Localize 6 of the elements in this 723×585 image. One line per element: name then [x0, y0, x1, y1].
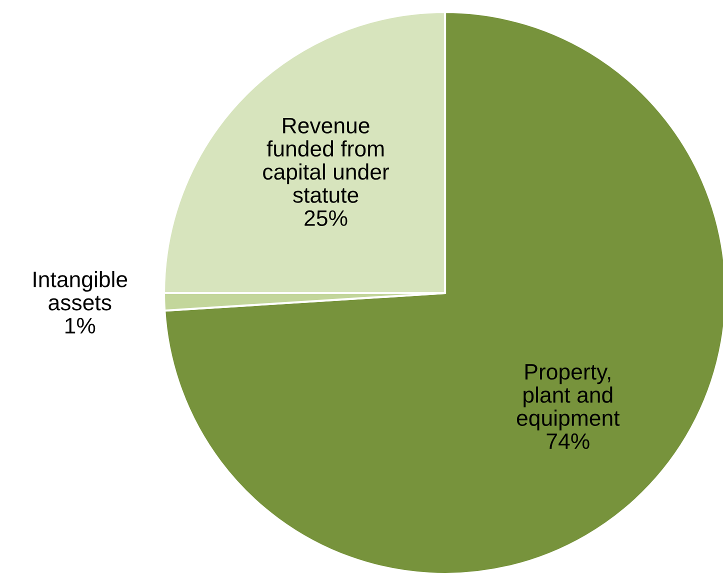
slice-label: Intangible assets — [34, 270, 128, 310]
data-label: 25% — [304, 210, 348, 226]
data-label: 1% — [66, 318, 96, 334]
slice-label: Revenue funded from capital under statute — [263, 118, 390, 203]
data-label: 74% — [546, 433, 590, 449]
slice-label: Property, plant and equipment — [516, 364, 620, 430]
